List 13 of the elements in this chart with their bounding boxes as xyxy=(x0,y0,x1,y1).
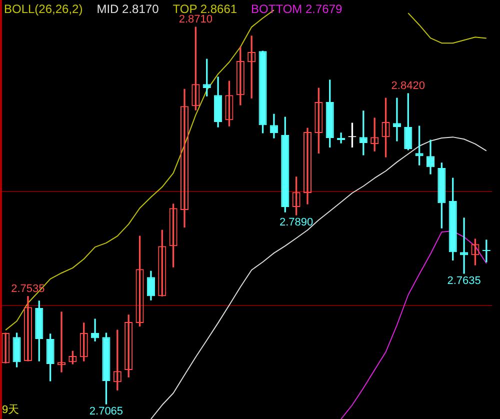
candlestick xyxy=(91,318,100,342)
candlestick xyxy=(392,98,401,142)
annotation: 2.7065 xyxy=(89,406,124,418)
series-label: TOP 2.8661 xyxy=(172,2,238,16)
annotation: 9天 xyxy=(2,403,20,417)
text: MID 2.8170 xyxy=(96,2,159,16)
annotation: 2.8420 xyxy=(391,80,425,92)
annotation: 2.7635 xyxy=(447,274,481,287)
text: BOTTOM 2.7679 xyxy=(251,2,342,16)
chart-title: BOLL(26,26,2) xyxy=(4,2,83,16)
annotation: 2.7890 xyxy=(279,216,314,229)
candlestick xyxy=(460,218,468,274)
annotation: 2.8710 xyxy=(178,14,213,26)
